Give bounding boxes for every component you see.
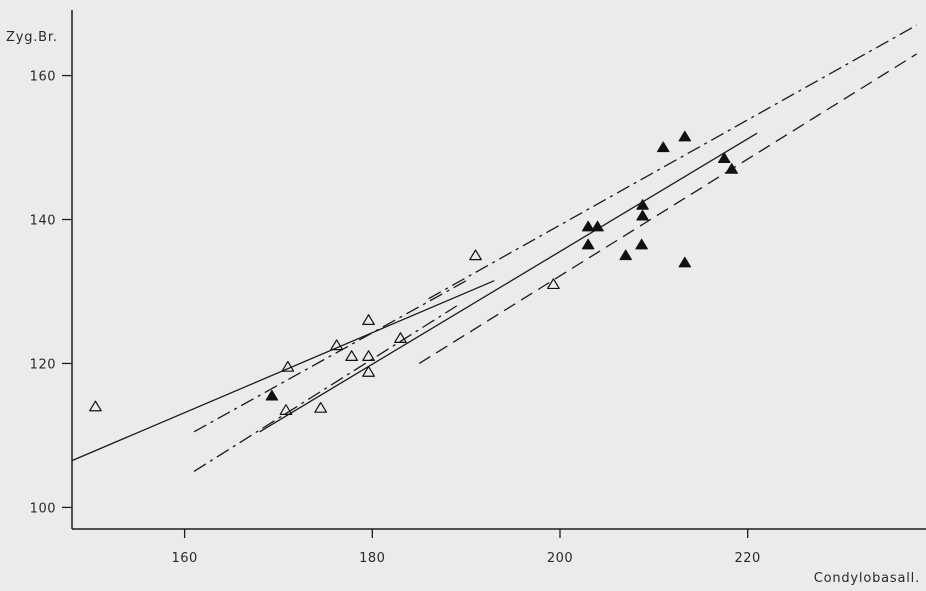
- filled-triangle-point-4: [591, 220, 604, 232]
- filled-triangle-point-12: [717, 152, 731, 163]
- filled-triangle-point-11: [678, 256, 692, 268]
- x-tick-label-180: 180: [359, 551, 385, 566]
- filled-triangle-point-10: [678, 130, 692, 142]
- open-triangle-point-12: [547, 278, 560, 290]
- y-axis-title: Zyg.Br.: [6, 30, 58, 45]
- open-triangle-point-7: [362, 314, 375, 326]
- open-triangle-point-11: [469, 249, 482, 261]
- filled-triangle-point-2: [581, 220, 595, 232]
- open-triangle-point-10: [394, 332, 407, 343]
- y-tick-label-140: 140: [30, 214, 56, 229]
- x-tick-label-220: 220: [735, 551, 761, 566]
- line-solid-4: [259, 132, 758, 433]
- open-triangle-point-5: [330, 339, 344, 351]
- open-triangle-point-9: [362, 366, 375, 377]
- line-dash-dot-5: [428, 24, 917, 300]
- filled-triangle-point-3: [581, 238, 595, 250]
- x-tick-label-160: 160: [171, 551, 197, 566]
- y-tick-label-100: 100: [30, 501, 56, 516]
- x-tick-label-200: 200: [547, 551, 573, 566]
- line-dash-dot-2: [193, 280, 467, 433]
- x-axis-title: Condylobasall.: [814, 571, 920, 586]
- open-triangle-point-3: [279, 404, 293, 415]
- filled-triangle-point-6: [635, 238, 648, 250]
- open-triangle-point-1: [89, 400, 102, 412]
- open-triangle-point-4: [314, 401, 328, 413]
- filled-triangle-point-1: [265, 389, 279, 401]
- y-tick-label-120: 120: [30, 357, 56, 372]
- filled-triangle-point-9: [656, 141, 670, 153]
- tick-marks: 100 120 140 160 160 180 200 220: [30, 70, 761, 566]
- filled-triangle-point-7: [636, 209, 649, 221]
- open-triangle-point-2: [281, 360, 295, 372]
- open-triangle-point-8: [362, 350, 375, 361]
- filled-triangle-point-5: [619, 249, 632, 261]
- regression-lines: [71, 24, 917, 472]
- line-dashed-6: [418, 53, 917, 365]
- open-triangle-point-6: [345, 350, 359, 361]
- line-dash-dot-3: [193, 305, 458, 472]
- filled-triangle-point-8: [636, 199, 649, 210]
- axes: [71, 10, 926, 530]
- filled-triangle-point-13: [725, 163, 739, 174]
- y-tick-label-160: 160: [30, 70, 56, 85]
- data-points: [89, 130, 739, 415]
